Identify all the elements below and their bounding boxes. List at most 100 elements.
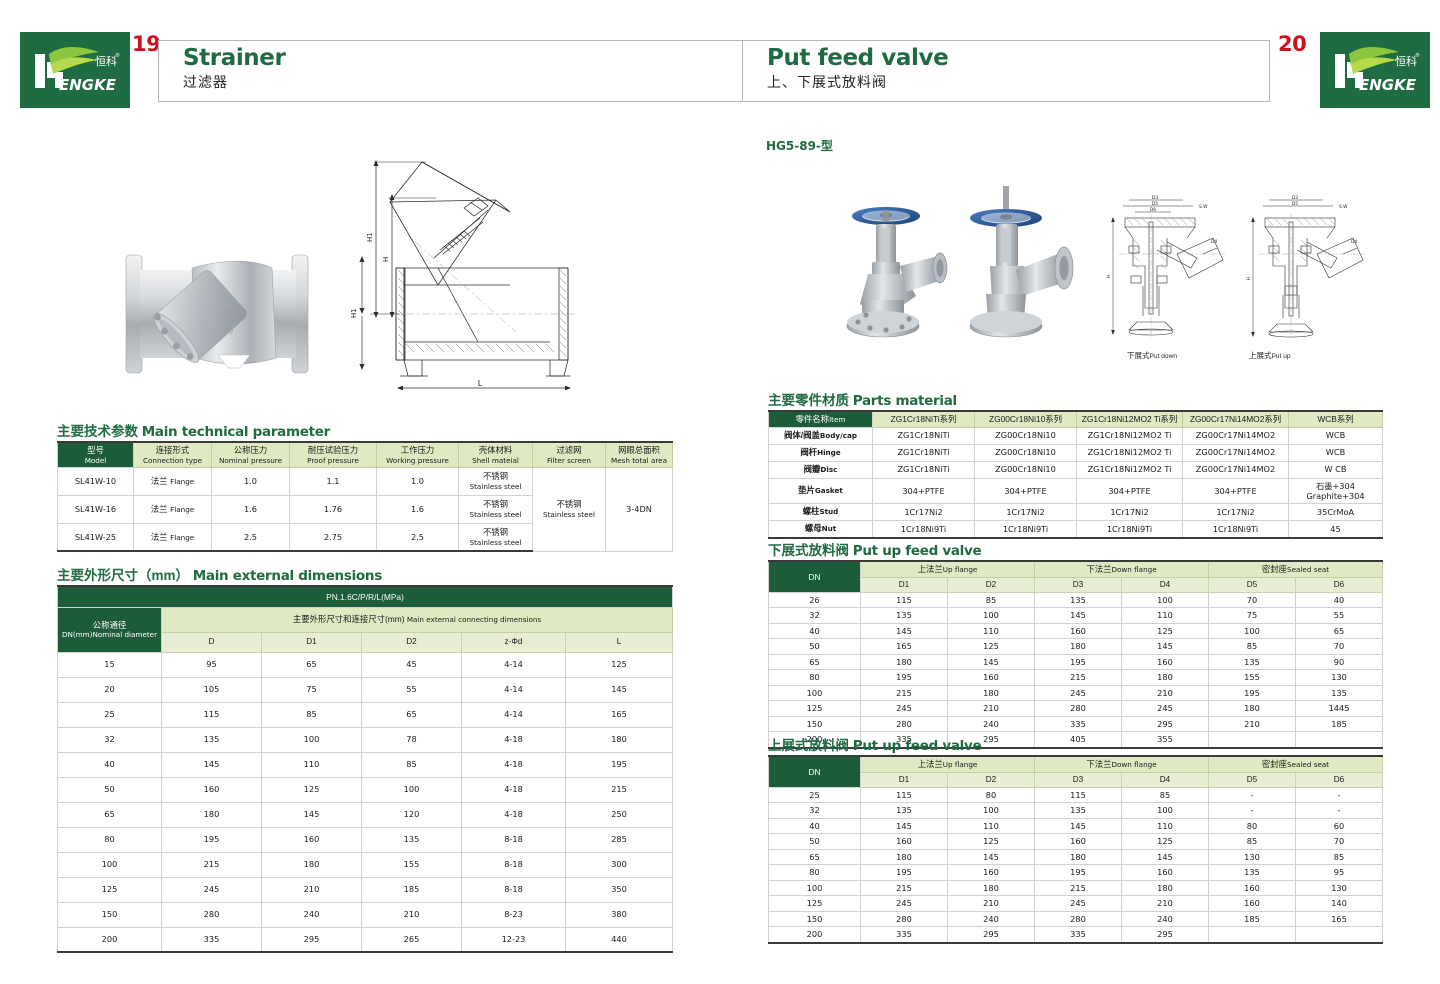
cell-working: 1.0: [376, 466, 459, 496]
cell-value: 110: [1121, 817, 1209, 835]
cell-material: 304+PTFE: [872, 477, 975, 504]
cell-value: 440: [564, 926, 674, 953]
cell-value: 240: [1121, 910, 1209, 928]
cell-dn: 50: [57, 776, 162, 803]
cell-value: 115: [161, 701, 262, 728]
technical-parameter-table: 型号 Model 连接形式 Connection type 公称压力 Nomin…: [57, 441, 673, 552]
col-d4: D4: [1121, 771, 1209, 788]
col-group-up-flange: 上法兰Up flange: [860, 560, 1035, 578]
cell-value: 4-14: [461, 701, 566, 728]
cell-connection: 法兰 Flange: [133, 522, 212, 552]
cell-dn: 32: [768, 607, 861, 624]
cell-value: 8-18: [461, 876, 566, 903]
col-group-dimensions: 主要外形尺寸和连接尺寸(mm) Main external connecting…: [160, 606, 674, 633]
cell-value: 160: [1121, 864, 1209, 881]
table-header-row: 公称通径 DN(mm)Nominal diameter 主要外形尺寸和连接尺寸(…: [57, 606, 674, 653]
cell-value: 160: [1208, 879, 1296, 897]
table-row: 65 180 145 120 4-18 250: [57, 801, 674, 828]
col-d1: D1: [860, 771, 948, 788]
cell-dn: 80: [768, 864, 861, 881]
cell-value: 110: [947, 817, 1035, 835]
cell-value: 165: [564, 701, 674, 728]
cell-value: 8-23: [461, 901, 566, 928]
put-up-valve-body: 25 115 80 115 85- -32 135 100 135 100- -40 145 110 14…: [768, 786, 1384, 944]
table-row: 15 95 65 45 4-14 125: [57, 651, 674, 678]
cell-value: 110: [947, 622, 1035, 640]
cell-material: 304+PTFE: [1076, 477, 1183, 504]
cell-dn: 32: [768, 802, 861, 819]
cell-dn: 100: [57, 851, 162, 878]
cell-model: SL41W-25: [57, 522, 134, 552]
cell-material: ZG00Cr18Ni10: [974, 443, 1077, 462]
model-label: HG5-89-型: [766, 139, 833, 153]
put-up-valve-heading: 上展式放料阀 Put up feed valve: [768, 734, 982, 754]
cell-material: ZG1Cr18NiTi: [872, 426, 975, 445]
cell-value: 380: [564, 901, 674, 928]
table-subheader-row: D D1 D2 z-Φd L: [58, 631, 674, 653]
cell-filter-screen: 不锈钢 Stainless steel: [532, 466, 606, 552]
cell-value: 335: [860, 731, 948, 749]
table-row: 65 180 145 195 160 135 90: [768, 653, 1384, 671]
cell-value: 160: [161, 776, 262, 803]
cell-value: 160: [947, 669, 1035, 686]
page-number-left: 19: [132, 32, 161, 56]
cell-value: 78: [361, 726, 462, 753]
cell-value: 125: [1121, 833, 1209, 850]
parts-material-body: 阀体/阀盖Body/cap ZG1Cr18NiTi ZG00Cr18Ni10 ZG1C…: [768, 426, 1383, 539]
cell-value: 300: [564, 851, 674, 878]
cell-connection: 法兰 Flange: [133, 466, 212, 496]
cell-value: 240: [947, 910, 1035, 928]
cell-working: 2.5: [376, 522, 459, 552]
cell-value: 180: [860, 848, 948, 866]
cell-value: 335: [860, 926, 948, 944]
col-l: L: [564, 631, 674, 653]
cell-value: 195: [1208, 684, 1296, 702]
heading-en: Main technical parameter: [141, 424, 331, 440]
col-item: 零件名称Item: [768, 410, 873, 428]
cell-value: 130: [1294, 669, 1384, 686]
cell-value: 215: [564, 776, 674, 803]
cell-material: 1Cr17Ni2: [1182, 503, 1289, 521]
cell-value: 160: [1034, 622, 1122, 640]
col-d1: D1: [261, 631, 362, 653]
cell-dn: 80: [768, 669, 861, 686]
cell-value: 4-14: [461, 676, 566, 703]
cell-value: 245: [1034, 895, 1122, 912]
cell-value: 100: [1208, 622, 1296, 640]
dimension-label-l: L: [478, 379, 483, 388]
table-row: 阀杆Hinge ZG1Cr18NiTi ZG00Cr18Ni10 ZG1Cr18Ni1…: [768, 443, 1383, 462]
cell-value: 405: [1034, 731, 1122, 749]
cell-value: 155: [1208, 669, 1296, 686]
cell-value: 85: [1208, 833, 1296, 850]
external-dimensions-table: PN.1.6C/P/R/L(MPa) 公称通径 DN(mm)Nominal di…: [56, 585, 674, 953]
cell-value: 55: [1294, 607, 1384, 624]
brand-logo-right: 恒科 ® ENGKE: [1320, 32, 1430, 108]
col-series-3: ZG1Cr18Ni12MO2 Ti系列: [1076, 410, 1183, 428]
cell-value: 12-23: [461, 926, 566, 953]
col-d4: D4: [1121, 576, 1209, 593]
cell-material: ZG00Cr17Ni14MO2: [1182, 443, 1289, 462]
cell-value: 215: [1034, 879, 1122, 897]
cell-value: 1445: [1294, 700, 1384, 717]
cell-value: 180: [1034, 848, 1122, 866]
heading-cn: 下展式放料阀: [768, 543, 849, 558]
cell-value: 115: [860, 591, 948, 609]
table-row: 32 135 100 135 100- -: [768, 802, 1384, 819]
cell-dn: 200: [768, 731, 861, 749]
valve-photo-put-up: [969, 186, 1074, 338]
cell-dn: 200: [768, 926, 861, 944]
dim-d3: D3: [1152, 195, 1158, 201]
cell-proof: 1.1: [289, 466, 377, 496]
table-row: 100 215 180 245 210 195 135: [768, 684, 1384, 702]
cell-value: 125: [1121, 622, 1209, 640]
cell-value: 180: [1121, 669, 1209, 686]
cell-material: ZG1Cr18NiTi: [872, 443, 975, 462]
cell-value: 160: [1121, 653, 1209, 671]
cell-value: 60: [1294, 817, 1384, 835]
cell-value: 135: [1034, 802, 1122, 819]
cell-value: 355: [1121, 731, 1209, 749]
cell-value: 145: [564, 676, 674, 703]
cell-value: 120: [361, 801, 462, 828]
cell-value: 4-18: [461, 776, 566, 803]
col-shell-material: 壳体材料 Shell mateial: [458, 441, 533, 468]
